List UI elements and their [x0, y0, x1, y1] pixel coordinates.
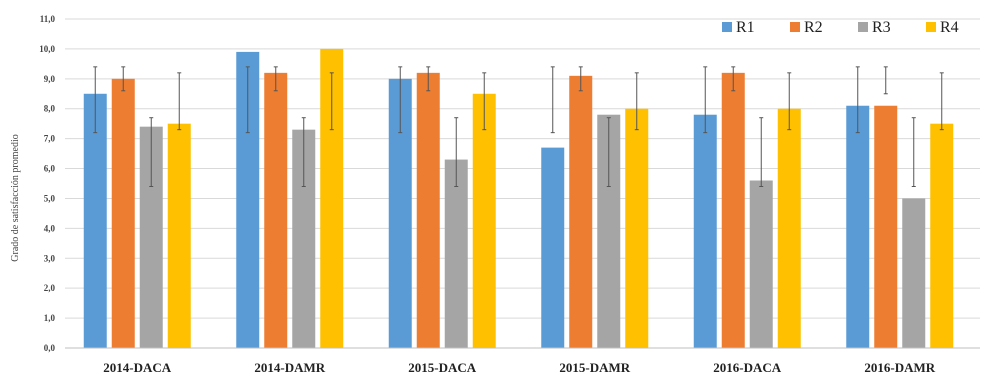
y-tick-label: 6,0 [44, 164, 56, 174]
bar-r4 [320, 48, 344, 349]
legend-label-r3: R3 [872, 19, 891, 36]
bar-r3 [139, 126, 163, 348]
legend-swatch-r3 [858, 22, 868, 32]
x-tick-label: 2016-DAMR [864, 360, 935, 375]
bar-r4 [167, 123, 191, 348]
bar-r3 [292, 129, 316, 348]
y-tick-label: 1,0 [44, 313, 56, 323]
x-tick-label: 2015-DACA [408, 360, 476, 375]
bar-r4 [472, 93, 496, 348]
bar-r2 [111, 78, 135, 349]
bar-r2 [569, 75, 593, 348]
x-tick-label: 2014-DAMR [254, 360, 325, 375]
bar-r3 [749, 180, 773, 348]
bar-r1 [83, 93, 107, 348]
axis-layer: 0,0 1,0 2,0 3,0 4,0 5,0 6,0 7,0 8,0 9,0 10,0 11,0 20… [39, 14, 980, 375]
x-tick-label: 2016-DACA [713, 360, 781, 375]
bars-layer [83, 48, 954, 349]
y-tick-label: 4,0 [44, 223, 56, 233]
y-tick-label: 9,0 [44, 74, 56, 84]
bar-r4 [625, 108, 649, 349]
legend-label-r1: R1 [736, 19, 755, 36]
y-tick-label: 8,0 [44, 104, 56, 114]
legend-swatch-r4 [926, 22, 936, 32]
bar-r4 [777, 108, 801, 349]
bar-r1 [236, 51, 260, 349]
grid-layer [65, 18, 980, 349]
bar-r2 [416, 72, 440, 348]
bar-r1 [388, 78, 412, 349]
y-axis-label: Grado de satisfacción promedio [10, 134, 21, 261]
bar-r3 [597, 114, 621, 348]
y-tick-label: 5,0 [44, 193, 56, 203]
y-tick-label: 10,0 [39, 44, 55, 54]
legend-swatch-r2 [790, 22, 800, 32]
y-tick-label: 2,0 [44, 283, 56, 293]
y-tick-label: 3,0 [44, 253, 56, 263]
bar-r2 [264, 72, 288, 348]
legend-swatch-r1 [722, 22, 732, 32]
bar-r1 [693, 114, 717, 348]
y-tick-label: 11,0 [40, 14, 56, 24]
bar-r1 [846, 105, 870, 349]
bar-r2 [721, 72, 745, 348]
legend: R1 R2 R3 R4 [722, 19, 959, 36]
x-tick-label: 2015-DAMR [559, 360, 630, 375]
bar-r1 [541, 147, 565, 348]
y-tick-label: 0,0 [44, 343, 56, 353]
legend-label-r2: R2 [804, 19, 823, 36]
bar-r2 [874, 105, 898, 349]
error-bars-layer [93, 66, 944, 187]
legend-label-r4: R4 [940, 19, 959, 36]
bar-r3 [444, 159, 468, 348]
bar-r3 [902, 198, 926, 348]
x-tick-label: 2014-DACA [103, 360, 171, 375]
y-tick-label: 7,0 [44, 134, 56, 144]
bar-r4 [930, 123, 954, 348]
